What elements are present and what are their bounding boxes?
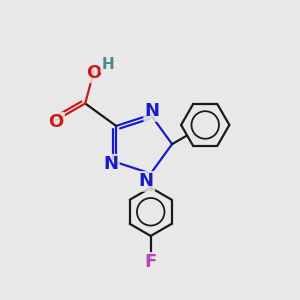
Text: O: O: [48, 113, 64, 131]
Text: N: N: [145, 102, 160, 120]
Text: H: H: [102, 57, 114, 72]
Text: N: N: [103, 155, 118, 173]
Text: O: O: [86, 64, 102, 82]
Text: N: N: [139, 172, 154, 190]
Text: F: F: [145, 254, 157, 272]
